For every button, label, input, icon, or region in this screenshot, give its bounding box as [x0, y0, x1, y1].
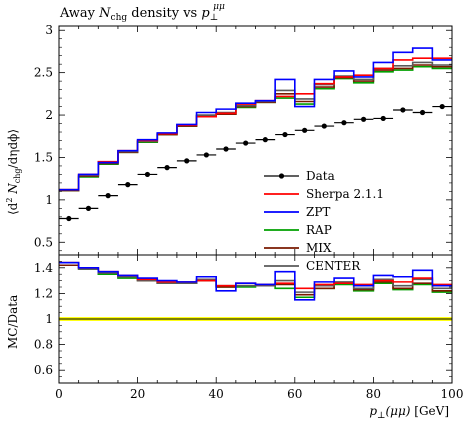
data-point	[184, 158, 190, 164]
legend-label: ZPT	[306, 205, 330, 219]
data-point	[302, 127, 308, 133]
y-tick-label: 1.4	[34, 261, 53, 275]
data-point	[125, 182, 131, 188]
legend-item-sherpa: Sherpa 2.1.1	[264, 187, 384, 201]
legend-item-data: Data	[264, 169, 335, 183]
data-point	[341, 120, 347, 126]
y-tick-label: 1.5	[34, 150, 53, 164]
legend-marker-point	[278, 173, 285, 179]
y-tick-label: 0.6	[34, 363, 53, 377]
legend-item-mix: MIX	[264, 241, 332, 255]
y-tick-label: 1	[45, 193, 53, 207]
data-point	[243, 140, 249, 146]
data-point	[439, 103, 445, 110]
y-tick-label: 2.5	[34, 66, 53, 80]
x-tick-label: 80	[366, 387, 381, 401]
x-tick-label: 0	[55, 387, 63, 401]
x-tick-label: 100	[441, 387, 464, 401]
data-point	[144, 171, 151, 178]
ratio-series-zpt-line	[59, 261, 452, 301]
data-point	[164, 165, 170, 171]
legend: Data Sherpa 2.1.1 ZPT RAP MIX CENTER	[264, 169, 384, 273]
x-tick-label: 20	[130, 387, 145, 401]
data-point	[223, 146, 229, 152]
x-tick-label: 40	[209, 387, 224, 401]
data-point	[66, 215, 72, 222]
data-point	[282, 131, 288, 138]
legend-label: RAP	[306, 223, 332, 237]
data-point	[85, 205, 92, 211]
legend-item-rap: RAP	[264, 223, 332, 237]
data-point	[105, 193, 111, 199]
data-point	[419, 109, 426, 116]
data-point	[321, 123, 327, 129]
ratio-plot-panel: 0 20 40 60 80 100 0.6 0.8 1 1.2 1.4	[34, 254, 464, 401]
y-tick-label: 0.5	[34, 235, 53, 249]
chart-title: Away Nchg density vs p⊥μμ	[59, 2, 225, 23]
series-rap-line	[59, 65, 452, 192]
ratio-y-axis-label: MC/Data	[6, 295, 20, 349]
legend-label: Data	[306, 169, 335, 183]
legend-item-center: CENTER	[264, 259, 361, 273]
x-axis-label: p⊥(μμ) [GeV]	[369, 404, 449, 421]
x-tick-label: 60	[287, 387, 302, 401]
data-point	[360, 116, 367, 122]
legend-label: Sherpa 2.1.1	[306, 187, 384, 201]
data-point	[262, 137, 268, 143]
series-mix-line	[59, 64, 452, 192]
legend-label: MIX	[306, 241, 332, 255]
series-center-line	[59, 61, 452, 191]
main-y-axis-label: ⟨d2 Nchg/dηdϕ⟩	[5, 129, 22, 215]
y-tick-label: 1.2	[34, 286, 53, 300]
y-tick-label: 1	[45, 312, 53, 326]
ratio-series-center-line	[59, 261, 452, 293]
legend-label: CENTER	[306, 259, 361, 273]
y-tick-label: 2	[45, 108, 53, 122]
main-plot-panel: 0.5 1 1.5 2 2.5 3 Data Sherpa 2.1.1 ZPT RAP MIX CE…	[34, 23, 453, 273]
series-zpt-line	[59, 47, 452, 191]
data-point	[380, 115, 386, 122]
y-tick-label: 0.8	[34, 338, 53, 352]
series-sherpa-line	[59, 57, 452, 191]
y-tick-label: 3	[45, 23, 53, 37]
data-point	[203, 152, 209, 158]
data-point	[400, 107, 406, 113]
legend-item-zpt: ZPT	[264, 205, 330, 219]
